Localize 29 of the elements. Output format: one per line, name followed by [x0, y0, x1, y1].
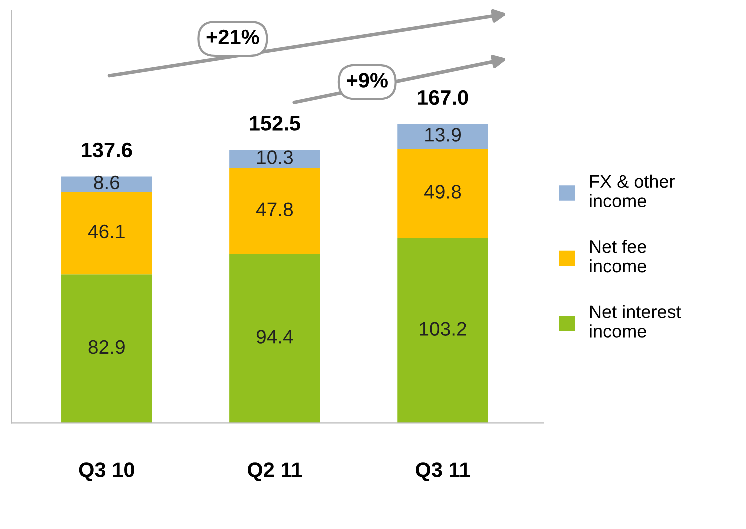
- data-label: 10.3: [258, 150, 294, 164]
- bar: [230, 150, 320, 168]
- data-label: 82.9: [88, 340, 125, 354]
- legend-label: Net fee income: [590, 240, 646, 273]
- legend-label: FX & other income: [590, 174, 675, 208]
- bar: [398, 149, 488, 238]
- bar: [230, 168, 320, 254]
- data-label: 46.1: [88, 224, 125, 239]
- total-label: 167.0: [418, 90, 468, 106]
- text: +21%: [206, 30, 260, 45]
- bar: [398, 124, 488, 150]
- bar: [62, 176, 152, 192]
- bar: [62, 192, 152, 275]
- data-label: 47.8: [256, 202, 294, 216]
- total-label: 152.5: [250, 116, 300, 131]
- bar: [230, 254, 320, 424]
- text: +9%: [347, 73, 388, 88]
- data-label: 13.9: [426, 128, 462, 142]
- data-label: 94.4: [256, 330, 294, 344]
- legend-label: Net interest income: [590, 305, 682, 338]
- x-tick-label: Q3 10: [79, 462, 134, 482]
- data-label: 49.8: [424, 185, 462, 199]
- data-label: 8.6: [94, 176, 120, 190]
- bar: [62, 274, 152, 424]
- x-tick-label: Q3 11: [416, 462, 470, 482]
- data-label: 103.2: [420, 322, 466, 336]
- x-tick-label: Q2 11: [248, 462, 302, 482]
- bar: [398, 238, 488, 424]
- total-label: 137.6: [82, 142, 132, 158]
